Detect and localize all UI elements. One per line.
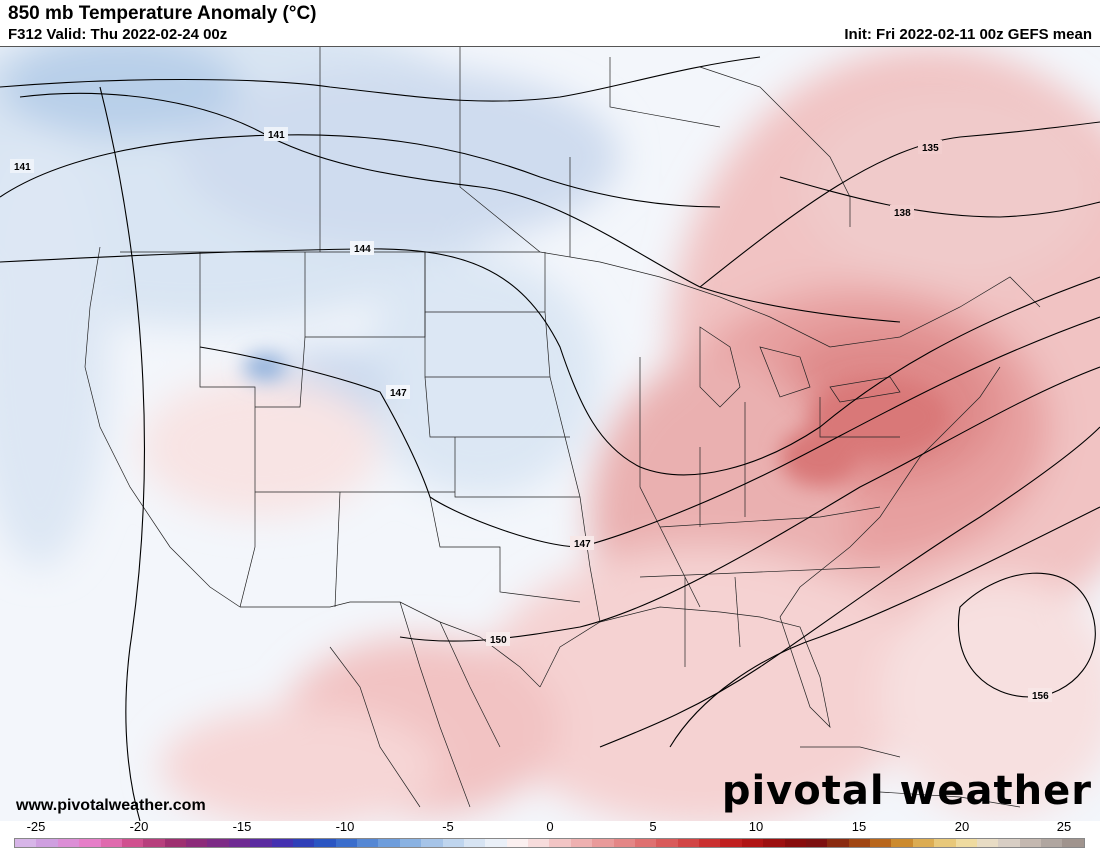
tick-label: -15 [232,819,252,834]
colorbar-swatch [121,839,144,847]
colorbar-swatch [186,839,208,847]
colorbar-swatch [870,839,892,847]
colorbar-swatch [36,839,58,847]
website-label: www.pivotalweather.com [16,797,206,814]
contour-label-138: 138 [894,208,911,219]
colorbar-swatch [463,839,486,847]
brand-logo: pivotal weather [721,768,1092,814]
colorbar-swatch [485,839,507,847]
header: 850 mb Temperature Anomaly (°C) F312 Val… [0,0,1100,46]
map-canvas: 141 141 144 147 147 150 135 138 156 [0,47,1100,821]
colorbar-swatch [1041,839,1063,847]
colorbar-swatch [1062,839,1084,847]
tick-label: -5 [442,819,454,834]
colorbar-swatch [399,839,422,847]
colorbar-swatch [292,839,315,847]
colorbar-swatch [699,839,721,847]
colorbar-swatch [827,839,849,847]
colorbar-swatch [250,839,272,847]
colorbar-swatch [720,839,742,847]
colorbar-swatch [784,839,806,847]
map-title: 850 mb Temperature Anomaly (°C) [8,3,317,24]
colorbar-swatch [634,839,657,847]
colorbar-swatch [100,839,122,847]
colorbar-swatch [976,839,999,847]
valid-time: F312 Valid: Thu 2022-02-24 00z [8,26,228,43]
contour-label-141a: 141 [268,130,285,141]
colorbar-swatch [228,839,251,847]
colorbar-swatch [912,839,935,847]
colorbar-swatch [143,839,165,847]
colorbar-swatch [378,839,400,847]
tick-label: 15 [851,819,867,834]
colorbar-swatch [763,839,785,847]
colorbar-swatch [164,839,186,847]
tick-label: 5 [649,819,657,834]
contour-label-156: 156 [1032,691,1049,702]
colorbar-swatch [656,839,678,847]
contour-label-147b: 147 [574,539,591,550]
colorbar-swatch [57,839,80,847]
colorbar-ticks: -25 -20 -15 -10 -5 0 5 10 15 20 25 [0,819,1100,835]
borders [84,47,1041,808]
anomaly-map: 141 141 144 147 147 150 135 138 156 [0,46,1100,821]
colorbar-swatch [613,839,635,847]
colorbar-swatch [570,839,593,847]
colorbar-swatch [805,839,828,847]
colorbar-swatch [528,839,550,847]
colorbar-swatch [357,839,379,847]
colorbar-swatch [592,839,614,847]
tick-label: 0 [546,819,554,834]
tick-label: -20 [129,819,149,834]
colorbar [14,838,1085,848]
contour-label-147a: 147 [390,388,407,399]
colorbar-swatch [677,839,699,847]
tick-label: 25 [1056,819,1072,834]
height-contours [0,56,1100,821]
colorbar-swatch [741,839,764,847]
tick-label: 10 [748,819,764,834]
colorbar-swatch [335,839,357,847]
contour-label-135: 135 [922,143,939,154]
colorbar-swatch [549,839,571,847]
tick-label: -25 [26,819,46,834]
colorbar-swatch [421,839,443,847]
contour-label-144: 144 [354,244,371,255]
contour-label-141b: 141 [14,162,31,173]
init-time: Init: Fri 2022-02-11 00z GEFS mean [844,26,1092,43]
colorbar-swatch [314,839,336,847]
colorbar-swatch [79,839,101,847]
colorbar-swatch [271,839,293,847]
tick-label: -10 [335,819,355,834]
colorbar-swatch [442,839,464,847]
contour-label-150: 150 [490,635,507,646]
colorbar-swatch [955,839,977,847]
colorbar-swatch [934,839,956,847]
colorbar-swatch [1019,839,1041,847]
colorbar-swatch [998,839,1020,847]
contour-labels: 141 141 144 147 147 150 135 138 156 [10,127,1052,702]
colorbar-swatch [891,839,913,847]
colorbar-swatch [848,839,870,847]
colorbar-swatch [207,839,229,847]
colorbar-swatch [506,839,528,847]
tick-label: 20 [954,819,970,834]
colorbar-swatch [15,839,37,847]
